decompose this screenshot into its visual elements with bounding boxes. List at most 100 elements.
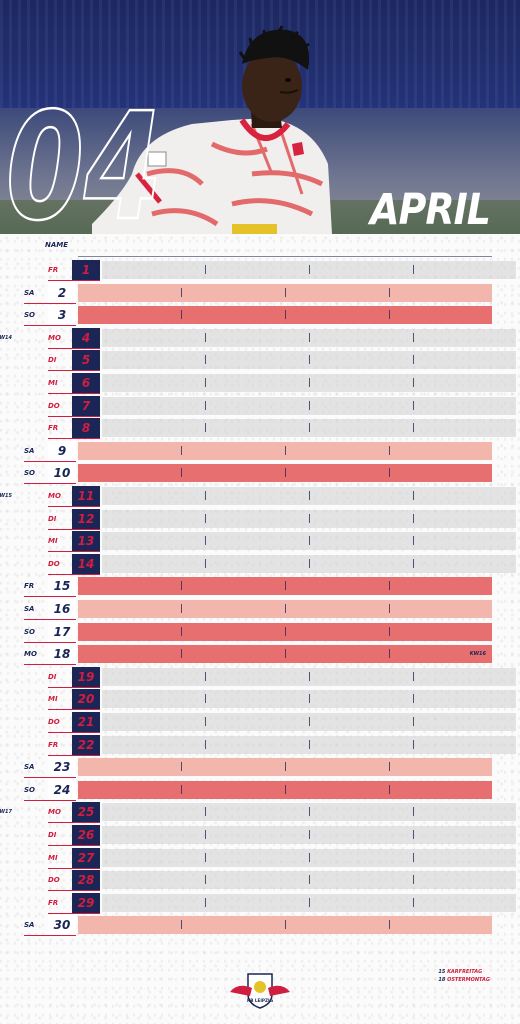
day-number: 12 xyxy=(72,508,100,529)
weekday-label: SA xyxy=(24,446,35,455)
row-underline xyxy=(48,709,100,711)
holiday-notes: 15 KARFREITAG 18 OSTERMONTAG xyxy=(438,968,490,984)
column-divider xyxy=(181,649,182,659)
column-divider xyxy=(413,536,414,546)
column-divider xyxy=(309,265,310,274)
weekday-label: MO xyxy=(48,492,61,500)
day-row: MO 25 KW17 xyxy=(0,802,516,824)
column-divider xyxy=(309,807,310,817)
row-underline xyxy=(48,438,100,440)
column-divider xyxy=(413,739,414,749)
column-divider xyxy=(389,649,390,659)
day-number: 27 xyxy=(72,847,100,868)
weekday-label: DI xyxy=(48,514,57,523)
weekday-label: MI xyxy=(48,537,58,546)
column-divider xyxy=(309,536,310,546)
day-row: FR 22 xyxy=(24,734,516,756)
day-number: 1 xyxy=(72,260,100,280)
column-divider xyxy=(309,513,310,523)
day-row: MO 18 KW16 xyxy=(0,644,520,666)
column-divider xyxy=(413,807,414,817)
weekday-label: FR xyxy=(48,898,59,907)
day-row: MO 11 KW15 xyxy=(0,486,516,507)
day-row: FR 15 xyxy=(0,576,520,598)
player-image xyxy=(92,25,332,234)
column-divider xyxy=(413,717,414,726)
day-number: 7 xyxy=(72,395,100,416)
column-divider xyxy=(389,310,390,320)
day-row: SO 3 xyxy=(0,305,520,327)
day-number: 2 xyxy=(48,282,76,303)
column-divider xyxy=(205,536,206,546)
column-divider xyxy=(413,378,414,387)
column-divider xyxy=(413,897,414,907)
column-divider xyxy=(389,287,390,297)
row-underline xyxy=(48,573,100,575)
row-underline xyxy=(24,460,76,462)
column-divider xyxy=(413,875,414,885)
weekday-label: MO xyxy=(48,808,61,817)
weekday-label: SO xyxy=(24,785,35,794)
row-underline xyxy=(24,596,76,598)
column-divider xyxy=(309,491,310,500)
day-number: 17 xyxy=(48,621,76,642)
day-row: FR 1 xyxy=(24,260,516,281)
column-divider xyxy=(181,581,182,591)
day-number: 10 xyxy=(48,463,76,484)
column-divider xyxy=(309,400,310,410)
row-underline xyxy=(48,732,100,733)
column-divider xyxy=(389,468,390,478)
day-number: 13 xyxy=(72,531,100,552)
row-underline xyxy=(24,302,76,304)
column-divider xyxy=(285,626,286,636)
column-divider xyxy=(181,762,182,772)
svg-text:04: 04 xyxy=(6,81,162,230)
weekday-label: MO xyxy=(24,650,37,659)
day-row: MI 13 xyxy=(24,531,516,553)
row-underline xyxy=(48,890,100,892)
column-divider xyxy=(285,604,286,613)
column-divider xyxy=(309,875,310,885)
day-row: SO 24 xyxy=(0,779,520,801)
row-underline xyxy=(24,664,76,666)
day-row: SA 2 xyxy=(0,282,520,304)
calendar-week-label: KW16 xyxy=(469,651,486,658)
day-number: 18 xyxy=(48,644,76,665)
row-underline xyxy=(48,347,100,349)
row-underline xyxy=(48,393,100,394)
weekday-label: SA xyxy=(24,288,35,297)
holiday-note: 18 OSTERMONTAG xyxy=(438,977,490,983)
column-divider xyxy=(285,287,286,297)
day-number: 20 xyxy=(72,689,100,710)
column-divider xyxy=(389,784,390,794)
column-divider xyxy=(181,468,182,478)
row-underline xyxy=(48,280,100,281)
day-row: SA 9 xyxy=(0,440,520,462)
calendar-week-label: KW14 xyxy=(0,334,12,341)
day-number: 29 xyxy=(72,892,100,913)
column-divider xyxy=(389,920,390,930)
day-number: 4 xyxy=(72,327,100,348)
row-underline xyxy=(24,777,76,779)
column-divider xyxy=(181,445,182,455)
column-divider xyxy=(205,491,206,500)
column-divider xyxy=(205,332,206,342)
row-underline xyxy=(48,551,100,553)
day-row: SA 30 xyxy=(0,915,520,937)
column-divider xyxy=(389,762,390,772)
column-divider xyxy=(309,852,310,862)
column-divider xyxy=(285,649,286,659)
column-divider xyxy=(205,423,206,433)
column-divider xyxy=(285,784,286,794)
row-underline xyxy=(48,415,100,417)
name-header-rule xyxy=(78,256,492,257)
day-row: MO 4 KW14 xyxy=(0,327,516,349)
column-divider xyxy=(309,830,310,839)
day-number: 8 xyxy=(72,418,100,439)
column-divider xyxy=(285,445,286,455)
column-divider xyxy=(309,671,310,681)
column-divider xyxy=(285,920,286,930)
weekday-label: SO xyxy=(24,627,35,636)
column-divider xyxy=(309,423,310,433)
column-divider xyxy=(309,739,310,749)
